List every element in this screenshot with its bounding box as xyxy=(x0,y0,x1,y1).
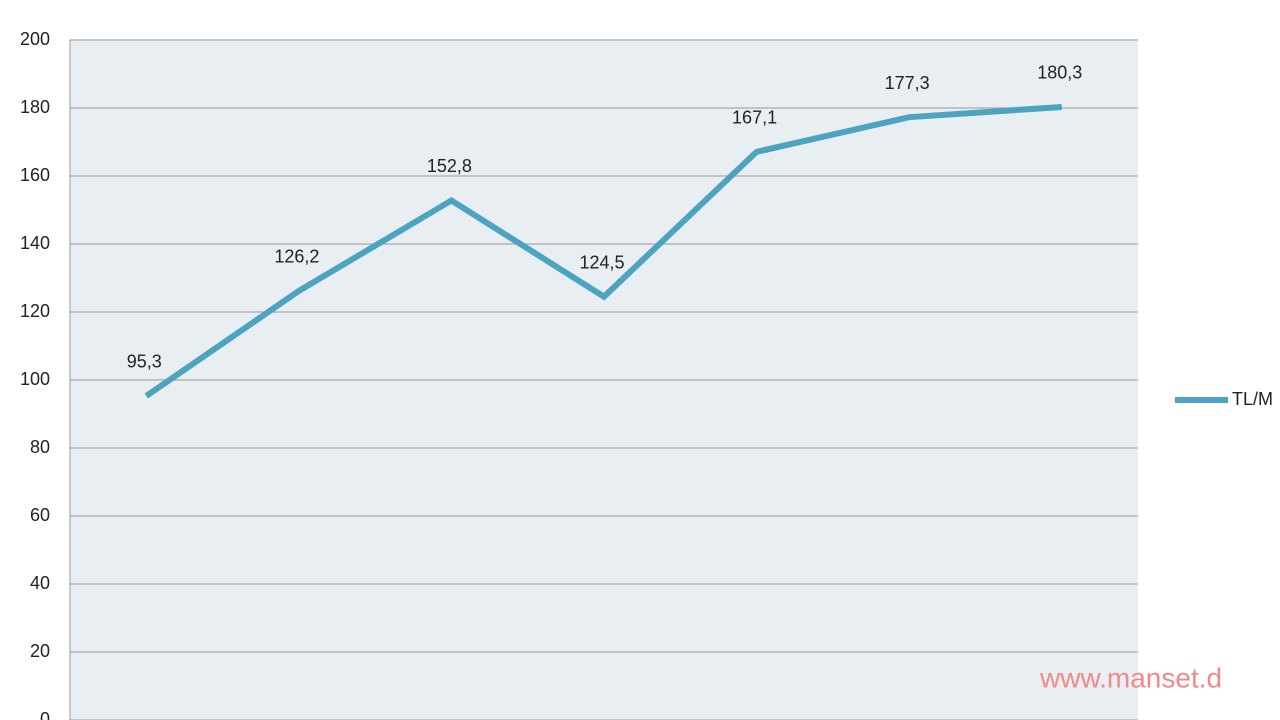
y-tick-label: 140 xyxy=(20,233,50,253)
watermark: www.manset.d xyxy=(1039,662,1222,693)
data-label: 95,3 xyxy=(127,352,162,372)
line xyxy=(144,103,1062,399)
data-label: 180,3 xyxy=(1037,63,1082,83)
data-label: 167,1 xyxy=(732,108,777,128)
y-tick-label: 0 xyxy=(40,709,50,720)
y-tick-label: 120 xyxy=(20,301,50,321)
legend-label: TL/M xyxy=(1232,389,1273,409)
data-label: 152,8 xyxy=(427,156,472,176)
data-label: 177,3 xyxy=(885,73,930,93)
y-tick-label: 200 xyxy=(20,29,50,49)
y-tick-label: 80 xyxy=(30,437,50,457)
y-tick-label: 40 xyxy=(30,573,50,593)
y-tick-label: 160 xyxy=(20,165,50,185)
y-tick-label: 180 xyxy=(20,97,50,117)
data-label: 124,5 xyxy=(579,252,624,272)
y-tick-label: 20 xyxy=(30,641,50,661)
data-label: 126,2 xyxy=(274,247,319,267)
y-tick-label: 100 xyxy=(20,369,50,389)
y-tick-label: 60 xyxy=(30,505,50,525)
